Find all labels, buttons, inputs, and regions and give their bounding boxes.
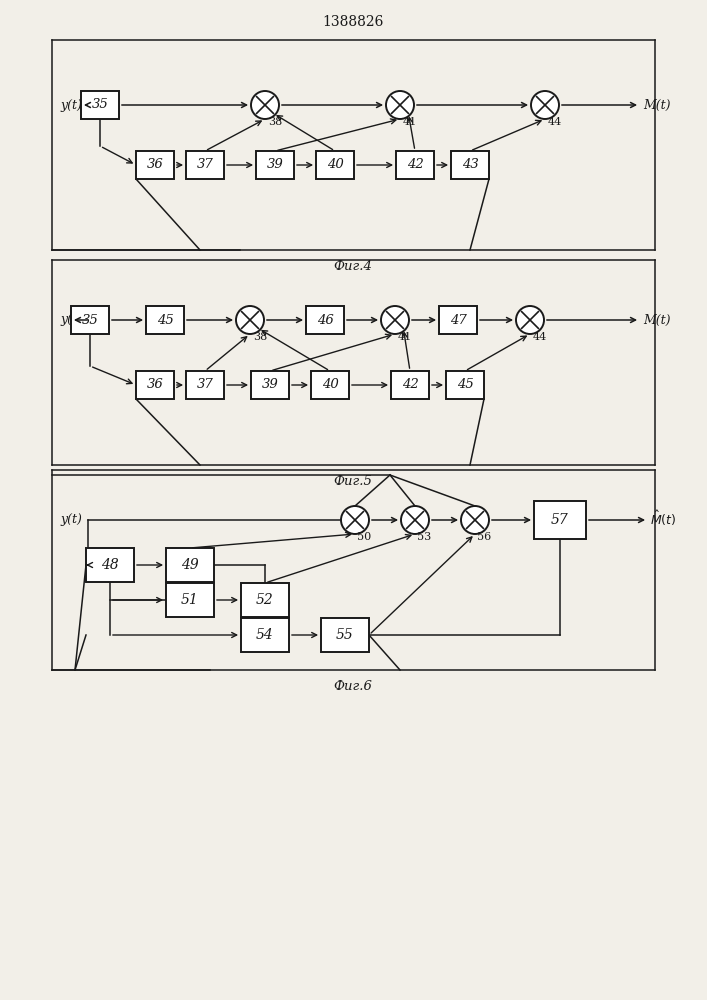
FancyBboxPatch shape — [186, 371, 224, 399]
Text: 36: 36 — [146, 378, 163, 391]
Text: 37: 37 — [197, 158, 214, 172]
Text: 45: 45 — [457, 378, 474, 391]
FancyBboxPatch shape — [241, 583, 289, 617]
Text: 55: 55 — [336, 628, 354, 642]
Text: 49: 49 — [181, 558, 199, 572]
FancyBboxPatch shape — [241, 618, 289, 652]
Text: 38: 38 — [268, 117, 282, 127]
FancyBboxPatch shape — [136, 371, 174, 399]
FancyBboxPatch shape — [396, 151, 434, 179]
Text: 42: 42 — [407, 158, 423, 172]
Text: 57: 57 — [551, 513, 569, 527]
Text: 40: 40 — [322, 378, 339, 391]
Text: M(t): M(t) — [643, 314, 670, 326]
Circle shape — [236, 306, 264, 334]
Text: 52: 52 — [256, 593, 274, 607]
Circle shape — [251, 91, 279, 119]
Text: Фиг.6: Фиг.6 — [334, 680, 373, 693]
Text: $\hat{M}(t)$: $\hat{M}(t)$ — [650, 508, 677, 528]
FancyBboxPatch shape — [146, 306, 184, 334]
FancyBboxPatch shape — [186, 151, 224, 179]
Text: 53: 53 — [417, 532, 431, 542]
Circle shape — [516, 306, 544, 334]
FancyBboxPatch shape — [391, 371, 429, 399]
FancyBboxPatch shape — [446, 371, 484, 399]
Circle shape — [381, 306, 409, 334]
Text: 41: 41 — [403, 117, 417, 127]
Text: Фиг.4: Фиг.4 — [334, 260, 373, 273]
FancyBboxPatch shape — [256, 151, 294, 179]
Text: 47: 47 — [450, 314, 467, 326]
Text: 56: 56 — [477, 532, 491, 542]
FancyBboxPatch shape — [71, 306, 109, 334]
Text: 38: 38 — [253, 332, 267, 342]
Text: y(t): y(t) — [60, 314, 82, 326]
Text: 50: 50 — [357, 532, 371, 542]
Circle shape — [461, 506, 489, 534]
FancyBboxPatch shape — [166, 583, 214, 617]
Text: 41: 41 — [398, 332, 412, 342]
Text: 36: 36 — [146, 158, 163, 172]
FancyBboxPatch shape — [311, 371, 349, 399]
Text: y(t): y(t) — [60, 99, 82, 111]
FancyBboxPatch shape — [316, 151, 354, 179]
FancyBboxPatch shape — [136, 151, 174, 179]
Text: 43: 43 — [462, 158, 479, 172]
Text: 39: 39 — [267, 158, 284, 172]
FancyBboxPatch shape — [451, 151, 489, 179]
Text: 35: 35 — [92, 99, 108, 111]
FancyBboxPatch shape — [306, 306, 344, 334]
Text: y(t): y(t) — [60, 514, 82, 526]
Circle shape — [531, 91, 559, 119]
FancyBboxPatch shape — [251, 371, 289, 399]
Text: 45: 45 — [157, 314, 173, 326]
FancyBboxPatch shape — [166, 548, 214, 582]
Text: Фиг.5: Фиг.5 — [334, 475, 373, 488]
Text: 39: 39 — [262, 378, 279, 391]
Circle shape — [401, 506, 429, 534]
Circle shape — [386, 91, 414, 119]
FancyBboxPatch shape — [439, 306, 477, 334]
FancyBboxPatch shape — [534, 501, 586, 539]
Text: 42: 42 — [402, 378, 419, 391]
Text: 35: 35 — [81, 314, 98, 326]
Text: 37: 37 — [197, 378, 214, 391]
Text: 46: 46 — [317, 314, 334, 326]
Circle shape — [341, 506, 369, 534]
Text: 40: 40 — [327, 158, 344, 172]
FancyBboxPatch shape — [86, 548, 134, 582]
Text: 44: 44 — [533, 332, 547, 342]
Text: 44: 44 — [548, 117, 562, 127]
FancyBboxPatch shape — [81, 91, 119, 119]
Text: 48: 48 — [101, 558, 119, 572]
FancyBboxPatch shape — [321, 618, 369, 652]
Text: 54: 54 — [256, 628, 274, 642]
Text: 1388826: 1388826 — [322, 15, 384, 29]
Text: 51: 51 — [181, 593, 199, 607]
Text: M(t): M(t) — [643, 99, 670, 111]
